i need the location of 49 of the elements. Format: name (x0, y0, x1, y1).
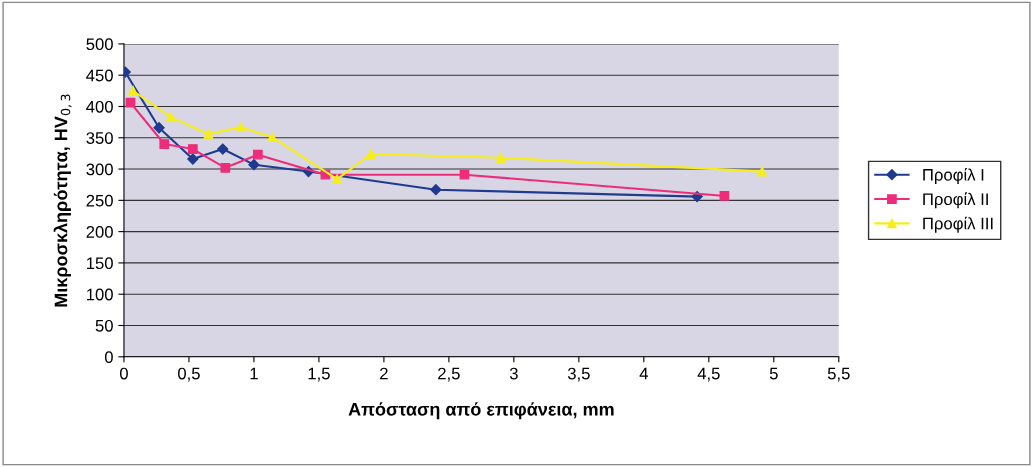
y-tick-label: 0 (104, 351, 113, 363)
point (332, 174, 342, 184)
point (125, 97, 136, 108)
x-tick-label: 3,5 (567, 367, 590, 382)
x-tick-label: 1 (250, 367, 258, 380)
point (430, 184, 442, 196)
point (153, 122, 165, 134)
point (757, 166, 767, 177)
y-tick-label: 500 (86, 38, 113, 51)
legend-label: Προφίλ I (923, 167, 984, 184)
x-tick-label: 5 (769, 367, 778, 380)
point (128, 85, 138, 96)
point (165, 112, 176, 122)
x-tick-label: 4 (639, 367, 648, 380)
y-tick-label: 350 (86, 132, 113, 144)
x-tick-label: 5,5 (827, 367, 850, 382)
point (719, 191, 730, 201)
x-tick-label: 2 (380, 367, 388, 380)
point (187, 153, 199, 165)
y-axis-title: Μικροσκληρότητα, HV$_{0,3}$ (53, 94, 72, 307)
x-tick-label: 0,5 (178, 367, 200, 382)
y-tick-label: 200 (86, 226, 113, 238)
y-tick-label: 450 (86, 69, 113, 82)
point (267, 132, 277, 143)
x-tick-label: 1,5 (308, 367, 330, 382)
point (459, 169, 470, 180)
point (187, 144, 198, 154)
legend-label: Προφίλ II (923, 192, 988, 209)
y-tick-label: 400 (86, 100, 113, 113)
point (366, 149, 376, 159)
x-tick-label: 3 (509, 367, 518, 380)
x-tick-label: 0 (119, 367, 128, 380)
point (236, 122, 246, 132)
y-tick-label: 100 (87, 288, 113, 301)
point (159, 139, 170, 149)
y-tick-label: 250 (86, 194, 113, 207)
y-tick-label: 300 (86, 163, 113, 176)
point (217, 143, 229, 155)
point (248, 159, 260, 171)
point (220, 162, 231, 173)
point (203, 129, 214, 139)
point (252, 149, 263, 160)
x-tick-label: 4,5 (697, 367, 720, 382)
point (496, 152, 506, 163)
y-tick-label: 150 (87, 257, 113, 270)
x-axis-title: Απόσταση από επιφάνεια, mm (348, 402, 614, 420)
legend-label: Προφίλ III (923, 216, 993, 233)
x-tick-label: 2,5 (438, 367, 460, 382)
y-tick-label: 50 (95, 319, 113, 332)
